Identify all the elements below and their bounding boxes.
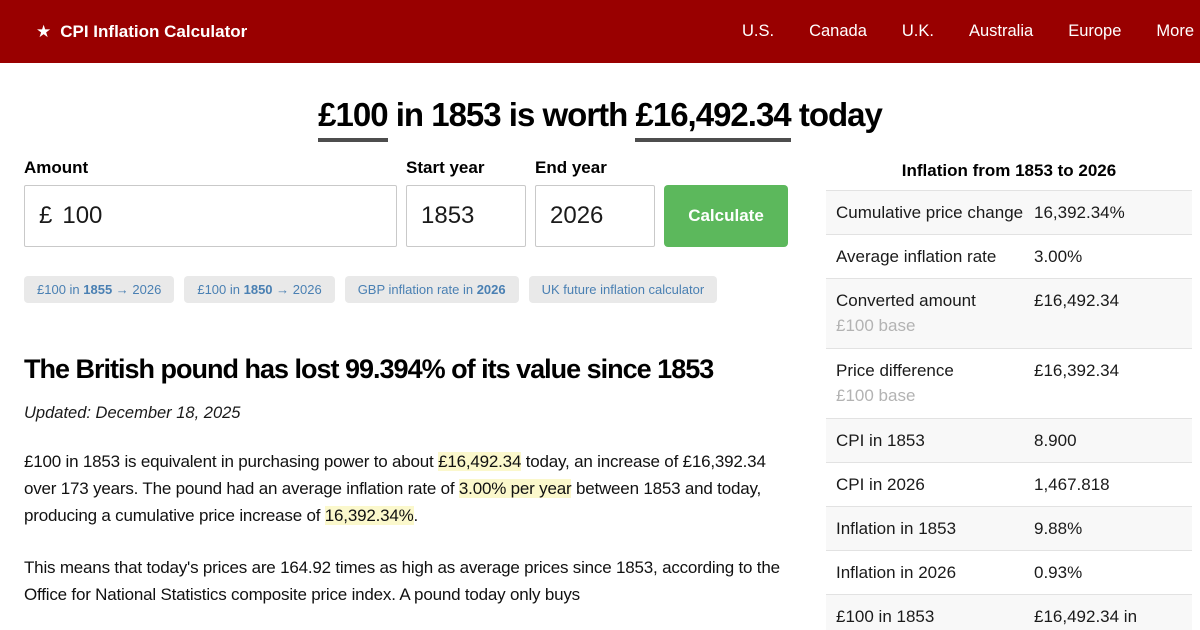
row-sublabel: £100 base	[836, 386, 916, 405]
calculator-form: Amount £ Start year End year	[24, 158, 792, 247]
table-row: Cumulative price change 16,392.34%	[826, 190, 1192, 234]
start-year-field[interactable]	[406, 185, 526, 247]
table-row: CPI in 1853 8.900	[826, 418, 1192, 462]
table-title: Inflation from 1853 to 2026	[901, 161, 1117, 180]
row-value: £16,392.34	[1034, 361, 1120, 380]
row-value: 16,392.34%	[1034, 203, 1125, 222]
end-year-group: End year	[535, 158, 655, 247]
hero-amount: £100	[318, 96, 389, 142]
content: Amount £ Start year End year	[0, 158, 1200, 630]
row-label: £100 in 1853	[836, 607, 935, 626]
highlighted-value: 16,392.34%	[324, 506, 414, 525]
row-value: 8.900	[1034, 431, 1077, 450]
right-column: Inflation from 1853 to 2026 Cumulative p…	[826, 158, 1192, 630]
inflation-table: Cumulative price change 16,392.34% Average…	[826, 190, 1192, 630]
table-row: Price difference £100 base £16,392.34	[826, 348, 1192, 418]
nav-link-europe[interactable]: Europe	[1068, 22, 1122, 40]
row-label: Inflation in 1853	[836, 519, 957, 538]
table-row: CPI in 2026 1,467.818	[826, 462, 1192, 506]
highlighted-value: £16,492.34	[438, 452, 522, 471]
nav-link-uk[interactable]: U.K.	[901, 22, 934, 40]
header: ★ CPI Inflation Calculator U.S. Canada U.K…	[0, 0, 1200, 63]
amount-label: Amount	[24, 158, 89, 177]
chip-link[interactable]: £100 in 1855 → 2026	[24, 276, 175, 303]
article-heading: The British pound has lost 99.394% of it…	[24, 354, 714, 384]
main-nav: U.S. Canada U.K. Australia Europe More	[742, 22, 1194, 41]
brand[interactable]: ★ CPI Inflation Calculator	[36, 22, 247, 42]
calculate-slot: Calculate	[664, 158, 788, 247]
hero-suffix-text: today	[790, 96, 883, 133]
page-title: £100 in 1853 is worth £16,492.34 today	[0, 96, 1200, 142]
table-row: Inflation in 1853 9.88%	[826, 506, 1192, 550]
amount-input[interactable]	[62, 202, 382, 230]
start-year-group: Start year	[406, 158, 526, 247]
highlighted-value: 3.00% per year	[458, 479, 572, 498]
chip-link[interactable]: UK future inflation calculator	[528, 276, 718, 303]
row-value: 0.93%	[1034, 563, 1083, 582]
row-label: CPI in 1853	[836, 431, 925, 450]
calculate-button[interactable]: Calculate	[664, 185, 788, 247]
table-row: Average inflation rate 3.00%	[826, 234, 1192, 278]
row-value: £16,492.34	[1034, 291, 1120, 310]
detail-paragraph: This means that today's prices are 164.9…	[24, 558, 780, 604]
amount-field[interactable]: £	[24, 185, 397, 247]
brand-title: CPI Inflation Calculator	[60, 21, 248, 41]
table-row: Converted amount £100 base £16,492.34	[826, 278, 1192, 348]
summary-paragraph: £100 in 1853 is equivalent in purchasing…	[24, 452, 766, 525]
row-label: Converted amount £100 base	[836, 288, 1034, 339]
hero-mid-text: in 1853 is worth	[387, 96, 636, 133]
row-label: CPI in 2026	[836, 475, 925, 494]
nav-link-more[interactable]: More	[1156, 22, 1194, 40]
end-year-label: End year	[535, 158, 607, 177]
related-links: £100 in 1855 → 2026 £100 in 1850 → 2026 GB…	[24, 276, 792, 303]
row-sublabel: £100 base	[836, 316, 916, 335]
row-label: Inflation in 2026	[836, 563, 957, 582]
row-label: Cumulative price change	[836, 203, 1024, 222]
table-row: £100 in 1853 £16,492.34 in	[826, 594, 1192, 630]
currency-prefix: £	[39, 202, 53, 229]
chip-link[interactable]: GBP inflation rate in 2026	[344, 276, 519, 303]
left-column: Amount £ Start year End year	[24, 158, 792, 630]
row-value: 3.00%	[1034, 247, 1083, 266]
row-value: 1,467.818	[1034, 475, 1110, 494]
row-label: Average inflation rate	[836, 247, 997, 266]
updated-date: Updated: December 18, 2025	[24, 404, 241, 422]
row-value: £16,492.34 in	[1034, 607, 1138, 626]
amount-group: Amount £	[24, 158, 397, 247]
star-icon: ★	[36, 21, 52, 41]
nav-link-australia[interactable]: Australia	[968, 22, 1034, 40]
chip-link[interactable]: £100 in 1850 → 2026	[184, 276, 335, 303]
row-label: Price difference £100 base	[836, 358, 1034, 409]
table-row: Inflation in 2026 0.93%	[826, 550, 1192, 594]
end-year-input[interactable]	[550, 202, 640, 230]
hero-result: £16,492.34	[635, 96, 792, 142]
nav-link-us[interactable]: U.S.	[741, 22, 775, 40]
start-year-label: Start year	[406, 158, 485, 177]
row-value: 9.88%	[1034, 519, 1083, 538]
end-year-field[interactable]	[535, 185, 655, 247]
nav-link-canada[interactable]: Canada	[809, 22, 867, 40]
start-year-input[interactable]	[421, 202, 511, 230]
